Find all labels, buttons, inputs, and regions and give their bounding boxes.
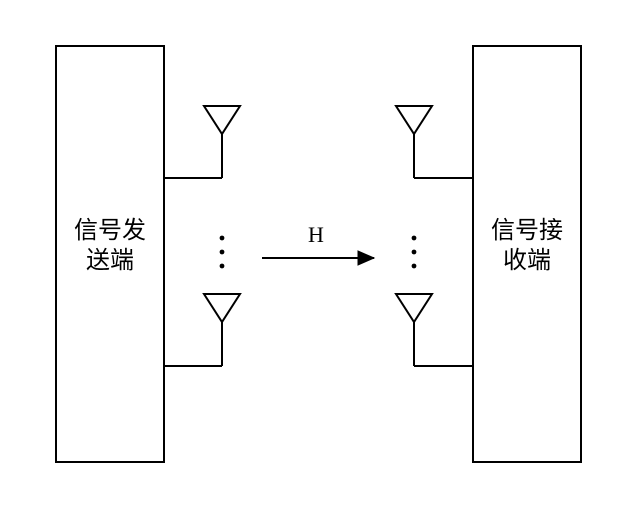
rx-vdots-icon-dot-2 <box>412 264 417 269</box>
channel-arrow-head-icon <box>358 251 374 265</box>
rx-antenna-1-triangle-icon <box>396 294 432 322</box>
labels.H: H <box>308 222 324 247</box>
labels.right_line2: 收端 <box>503 247 551 274</box>
tx-vdots-icon-dot-2 <box>220 264 225 269</box>
rx-vdots-icon-dot-0 <box>412 236 417 241</box>
rx-vdots-icon-dot-1 <box>412 250 417 255</box>
rx-antenna-0-triangle-icon <box>396 106 432 134</box>
tx-antenna-1-triangle-icon <box>204 294 240 322</box>
tx-vdots-icon-dot-1 <box>220 250 225 255</box>
labels.left_line2: 送端 <box>86 247 134 274</box>
tx-vdots-icon-dot-0 <box>220 236 225 241</box>
labels.right_line1: 信号接 <box>491 217 563 244</box>
tx-antenna-0-triangle-icon <box>204 106 240 134</box>
labels.left_line1: 信号发 <box>74 217 146 244</box>
mimo-diagram: 信号发送端 信号接收端 H <box>0 0 639 507</box>
